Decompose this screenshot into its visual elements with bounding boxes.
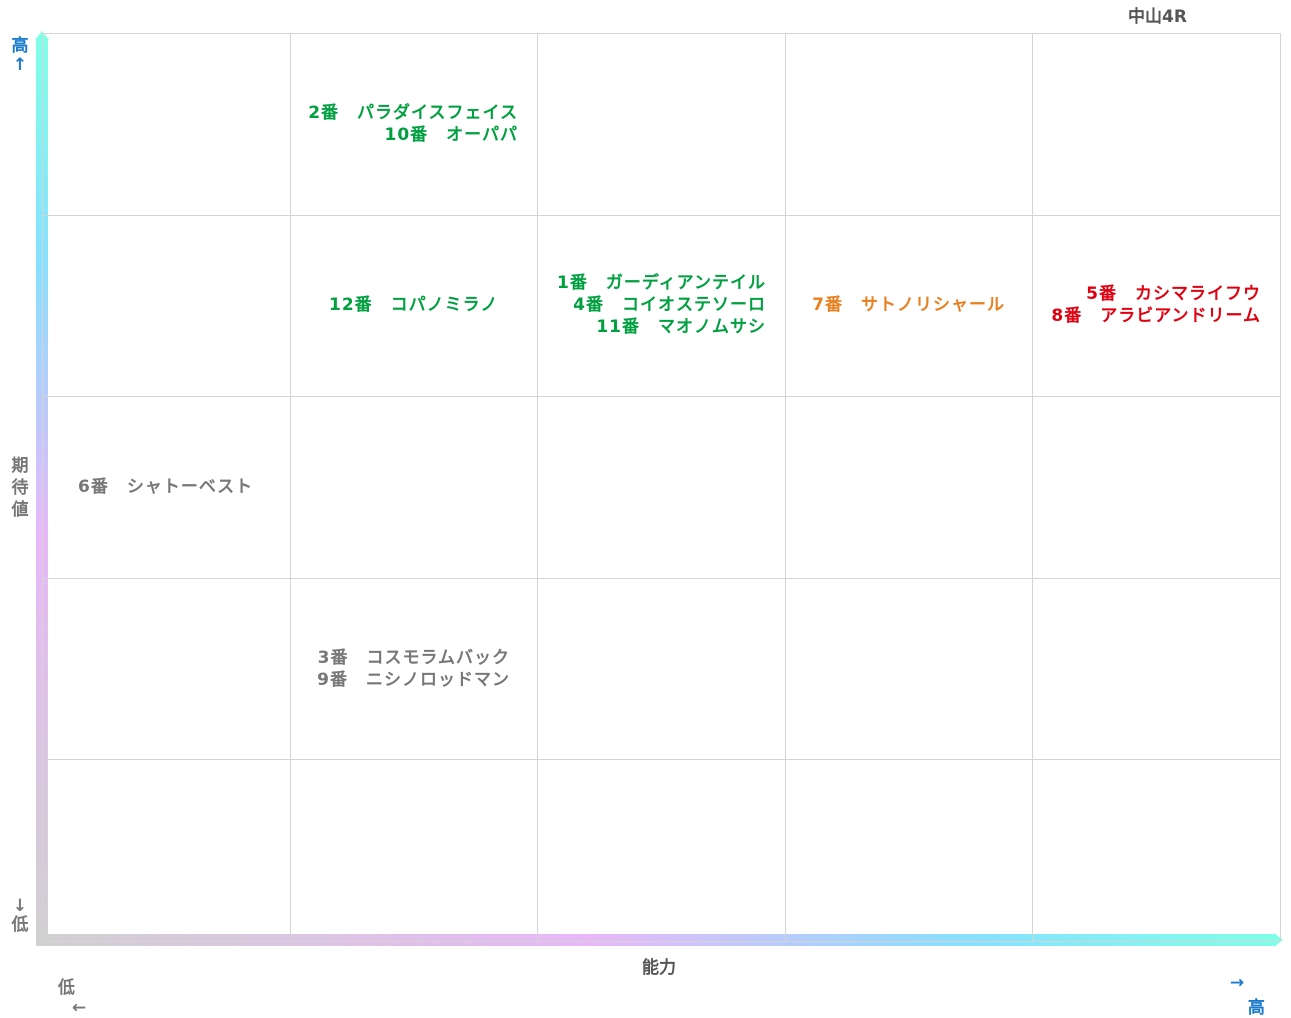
x-low-arrow: ← (71, 998, 87, 1018)
y-axis-title: 期待値 (11, 455, 29, 521)
horse-entry: 8番 アラビアンドリーム (1051, 306, 1261, 326)
y-axis-title-char: 待 (11, 478, 29, 498)
grid-row-line (42, 396, 1280, 397)
y-axis-title-text: 期待値 (11, 455, 29, 521)
horse-entry: 12番 コパノミラノ (329, 295, 499, 315)
grid-row-line (42, 215, 1280, 216)
cell-horse-list: 12番 コパノミラノ (329, 294, 498, 316)
grid-row-line (42, 941, 1280, 942)
grid-col-line (1032, 33, 1033, 941)
horse-entry: 6番 シャトーベスト (78, 477, 254, 497)
horse-entry: 7番 サトノリシャール (812, 295, 1005, 315)
horse-entry: 2番 パラダイスフェイス (308, 103, 518, 123)
horse-entry: 3番 コスモラムバック (317, 648, 510, 668)
y-low-arrow: ↓ (12, 896, 28, 916)
cell-horse-list: 5番 カシマライフウ 8番 アラビアンドリーム (1051, 283, 1261, 327)
y-axis-high-label: 高 ↑ (11, 35, 29, 75)
y-axis-title-char: 値 (11, 500, 29, 520)
grid-col-line (785, 33, 786, 941)
y-high-arrow: ↑ (12, 55, 28, 75)
x-high-arrow: → (1229, 973, 1245, 993)
x-axis-low-label: 低 ← (46, 953, 86, 1018)
x-axis-bar (36, 934, 1276, 946)
grid-col-line (290, 33, 291, 941)
grid-row-line (42, 578, 1280, 579)
chart-grid: 2番 パラダイスフェイス 10番 オーパパ 12番 コパノミラノ 1番 ガーディアンテ… (42, 33, 1281, 942)
grid-col-line (42, 33, 43, 941)
y-high-text: 高 (11, 36, 29, 56)
horse-entry: 9番 ニシノロッドマン (317, 670, 510, 690)
y-axis-low-label: ↓ 低 (11, 898, 29, 936)
y-low-text: 低 (11, 915, 29, 935)
horse-entry: 5番 カシマライフウ (1086, 284, 1261, 304)
cell-horse-list: 2番 パラダイスフェイス 10番 オーパパ (308, 102, 518, 146)
cell-horse-list: 6番 シャトーベスト (78, 476, 253, 498)
x-axis-title: 能力 (642, 958, 676, 978)
x-low-text: 低 (57, 978, 75, 998)
cell-horse-list: 3番 コスモラムバック 9番 ニシノロッドマン (317, 647, 510, 691)
horse-entry: 4番 コイオステソーロ (573, 295, 766, 315)
grid-row-line (42, 759, 1280, 760)
cell-horse-list: 1番 ガーディアンテイル 4番 コイオステソーロ 11番 マオノムサシ (557, 272, 766, 338)
chart-title: 中山4R (1128, 7, 1187, 27)
cell-horse-list: 7番 サトノリシャール (812, 294, 1005, 316)
horse-entry: 10番 オーパパ (384, 125, 518, 145)
horse-entry: 1番 ガーディアンテイル (557, 273, 766, 293)
grid-col-line (537, 33, 538, 941)
horse-entry: 11番 マオノムサシ (596, 317, 766, 337)
x-axis-arrowhead (1274, 933, 1283, 947)
y-axis-title-char: 期 (11, 456, 29, 476)
x-high-text: 高 (1247, 998, 1265, 1018)
grid-row-line (42, 33, 1280, 34)
x-axis-high-label: → 高 (1218, 953, 1265, 1018)
grid-col-line (1280, 33, 1281, 941)
